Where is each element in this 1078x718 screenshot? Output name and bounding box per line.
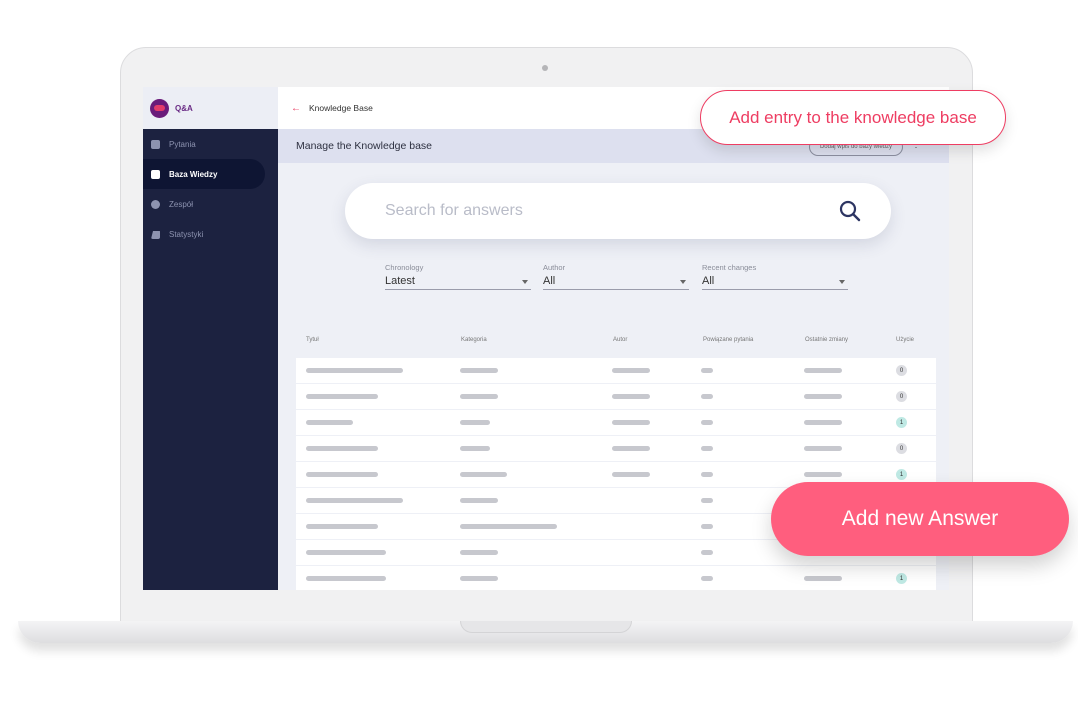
skeleton-placeholder [804,368,842,373]
column-header[interactable]: Tytuł [306,337,319,343]
usage-badge: 0 [896,391,907,402]
skeleton-placeholder [460,550,498,555]
skeleton-placeholder [701,446,713,451]
filter-label: Chronology [385,263,424,272]
skeleton-placeholder [460,524,557,529]
skeleton-placeholder [460,576,498,581]
skeleton-placeholder [306,420,353,425]
filter-select[interactable]: All [702,272,848,290]
skeleton-placeholder [612,446,650,451]
usage-badge: 1 [896,417,907,428]
skeleton-placeholder [306,368,403,373]
skeleton-placeholder [701,576,713,581]
table-row[interactable]: 0 [296,436,936,461]
search-input[interactable]: Search for answers [345,183,891,239]
skeleton-placeholder [306,524,378,529]
skeleton-placeholder [701,472,713,477]
skeleton-placeholder [460,368,498,373]
sidebar-item-pytania[interactable]: Pytania [143,129,278,159]
column-header[interactable]: Użycie [896,337,915,343]
skeleton-placeholder [804,394,842,399]
bar-chart-icon [151,229,160,239]
sidebar-item-label: Statystyki [169,229,204,239]
filter-label: Recent changes [702,263,757,272]
usage-badge: 0 [896,443,907,454]
skeleton-placeholder [460,420,490,425]
sidebar-item-baza-wiedzy[interactable]: Baza Wiedzy [143,159,265,189]
skeleton-placeholder [804,472,842,477]
skeleton-placeholder [804,420,842,425]
skeleton-placeholder [306,446,378,451]
filter-author[interactable]: Author All [543,263,689,290]
app-name: Q&A [175,103,193,113]
skeleton-placeholder [701,550,713,555]
usage-badge: 0 [896,365,907,376]
page-title: Knowledge Base [309,103,373,113]
sidebar-item-zespol[interactable]: Zespół [143,189,278,219]
skeleton-placeholder [804,446,842,451]
table-row[interactable]: 1 [296,410,936,435]
sidebar: Q&A Pytania Baza Wiedzy Zespół Statystyk… [143,87,278,590]
table-row[interactable]: 0 [296,358,936,383]
sidebar-item-label: Baza Wiedzy [169,169,218,179]
column-header[interactable]: Ostatnie zmiany [805,337,849,343]
table-row[interactable]: 1 [296,566,936,590]
skeleton-placeholder [701,498,713,503]
column-header[interactable]: Autor [613,337,628,343]
sidebar-item-label: Pytania [169,139,196,149]
skeleton-placeholder [804,576,842,581]
filter-label: Author [543,263,566,272]
book-icon [151,169,160,179]
skeleton-placeholder [460,446,490,451]
skeleton-placeholder [460,498,498,503]
filter-select[interactable]: All [543,272,689,290]
filter-select[interactable]: Latest [385,272,531,290]
skeleton-placeholder [306,472,378,477]
section-title: Manage the Knowledge base [296,140,433,152]
skeleton-placeholder [460,472,507,477]
sidebar-item-statystyki[interactable]: Statystyki [143,219,278,249]
column-header[interactable]: Kategoria [461,337,487,343]
skeleton-placeholder [701,420,713,425]
logo-icon [150,98,169,118]
skeleton-placeholder [460,394,498,399]
skeleton-placeholder [612,368,650,373]
filter-chronology[interactable]: Chronology Latest [385,263,531,290]
search-placeholder: Search for answers [385,202,523,219]
skeleton-placeholder [612,394,650,399]
usage-badge: 1 [896,469,907,480]
column-header[interactable]: Powiązane pytania [703,337,754,343]
arrow-left-icon[interactable]: ← [291,102,301,114]
table-header: Tytuł Kategoria Autor Powiązane pytania … [296,327,936,357]
camera [542,65,548,71]
laptop-notch [460,621,632,633]
team-icon [151,199,160,209]
skeleton-placeholder [306,498,403,503]
skeleton-placeholder [612,420,650,425]
add-new-answer-button[interactable]: Add new Answer [771,482,1069,556]
table-row[interactable]: 0 [296,384,936,409]
skeleton-placeholder [701,394,713,399]
logo-bar: Q&A [143,87,278,129]
sidebar-item-label: Zespół [169,199,194,209]
skeleton-placeholder [306,576,386,581]
add-entry-callout[interactable]: Add entry to the knowledge base [700,90,1006,145]
chat-icon [151,139,160,149]
filter-recent-changes[interactable]: Recent changes All [702,263,848,290]
skeleton-placeholder [612,472,650,477]
search-icon[interactable] [839,200,861,222]
skeleton-placeholder [306,394,378,399]
usage-badge: 1 [896,573,907,584]
skeleton-placeholder [701,524,713,529]
skeleton-placeholder [306,550,386,555]
skeleton-placeholder [701,368,713,373]
